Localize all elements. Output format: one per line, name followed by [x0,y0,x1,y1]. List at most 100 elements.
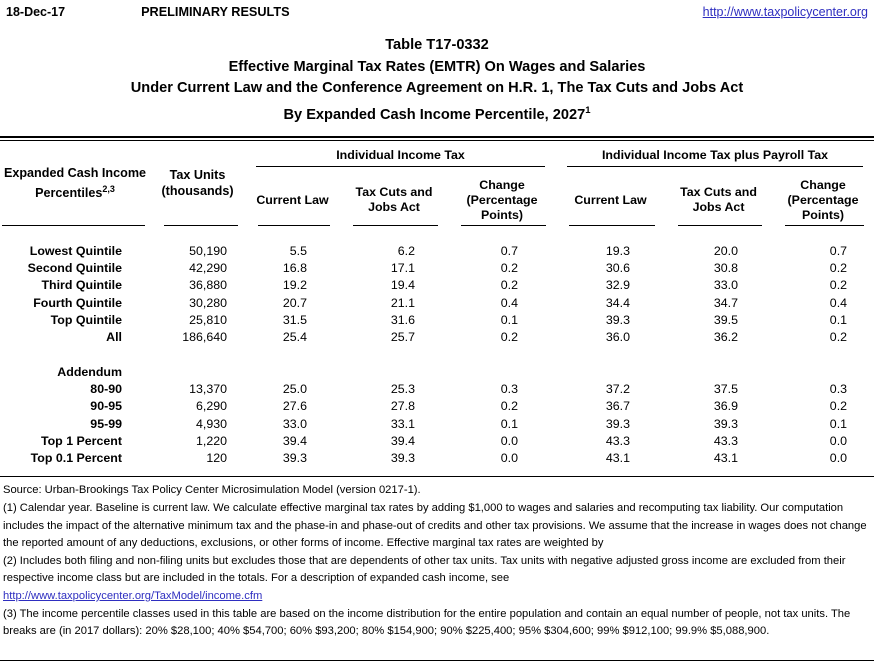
stub-header-line2: Percentiles2,3 [0,181,150,202]
top-bar: 18-Dec-17 PRELIMINARY RESULTS http://www… [0,0,874,19]
value-cell: 0.2 [829,399,848,414]
row-label: 90-95 [90,399,122,414]
value-cell: 20.7 [282,295,307,310]
value-cell: 33.0 [713,278,739,293]
value-cell: 0.2 [500,261,519,275]
table-row: Top 0.1 Percent 120 39.3 39.3 0.0 43.1 43.1 0.0 [0,450,874,467]
group-header-text: Individual Income Tax plus Payroll Tax [567,148,864,167]
value-cell [448,346,556,363]
column-header-percentiles: Expanded Cash Income Percentiles2,3 [0,141,150,226]
stub-header-text: Percentiles [35,186,103,201]
row-label: All [106,330,122,345]
footnote-ref-1: 1 [585,104,591,116]
title-block: Table T17-0332 Effective Marginal Tax Ra… [0,35,874,126]
value-cell [665,364,772,381]
value-cell: 16.8 [282,261,307,275]
column-header-text: Change [800,177,846,192]
value-cell: 32.9 [605,278,631,293]
column-header-text: Tax Cuts and [355,185,433,200]
column-header-text: (Percentage [787,192,859,207]
taxpolicycenter-home-link[interactable]: http://www.taxpolicycenter.org [702,5,868,19]
value-cell: 5.5 [289,243,307,258]
income-definition-link[interactable]: http://www.taxpolicycenter.org/TaxModel/… [3,589,263,602]
value-cell: 39.5 [713,312,739,327]
value-cell: 186,640 [182,330,227,345]
value-cell [556,364,665,381]
stub-header-underline [2,224,145,226]
value-cell: 0.4 [829,295,848,310]
value-cell: 39.3 [605,416,631,431]
value-cell: 33.0 [282,416,307,431]
table-number: Table T17-0332 [385,37,489,53]
value-cell: 39.4 [282,433,307,448]
value-cell: 25.3 [390,382,415,397]
value-cell: 0.2 [500,330,519,345]
units-header-line1: Tax Units [169,167,226,182]
value-cell: 34.7 [713,295,739,310]
column-header-payroll-tcja: Tax Cuts and Jobs Act [665,174,772,226]
value-cell: 30,280 [189,295,227,310]
value-cell: 21.1 [390,295,415,310]
value-cell: 19.4 [390,278,415,293]
value-cell: 39.3 [605,312,631,327]
value-cell: 13,370 [189,382,227,397]
value-cell: 36.2 [713,330,739,345]
value-cell: 0.3 [829,382,848,397]
value-cell: 50,190 [189,243,227,258]
value-cell: 0.0 [829,433,848,448]
value-cell: 39.3 [713,416,739,431]
column-header-underline [353,224,438,226]
table-top-rule [0,135,874,141]
units-header-line2: (thousands) [161,184,234,199]
value-cell: 6.2 [397,243,415,258]
value-cell: 0.4 [500,295,519,310]
value-cell: 0.2 [500,399,519,414]
value-cell: 36.0 [605,330,631,345]
value-cell: 4,930 [195,416,227,431]
value-cell: 43.1 [605,451,631,466]
column-header-row: Current Law Tax Cuts and Jobs Act [0,174,874,226]
row-label [0,346,150,363]
footnotes: Source: Urban-Brookings Tax Policy Cente… [0,477,874,640]
column-header-text: Tax Cuts and [680,185,757,200]
footnote-2: (2) Includes both filing and non-filing … [3,554,846,585]
column-header-text: Points) [802,207,845,222]
group-header-text: Individual Income Tax [256,148,546,167]
column-header-underline [461,224,547,226]
value-cell: 120 [206,451,227,466]
value-cell [340,346,448,363]
table-row: Third Quintile 36,880 19.2 19.4 0.2 32.9 33.0 0… [0,277,874,294]
column-header-text: Jobs Act [692,200,745,215]
footnote-1: (1) Calendar year. Baseline is current l… [3,502,867,550]
value-cell: 0.2 [829,330,848,345]
column-header-text: (Percentage [466,192,538,207]
column-header-underline [678,224,763,226]
value-cell: 27.8 [390,399,415,414]
column-header-iit-change: Change (Percentage Points) [448,174,556,226]
table-row: Top 1 Percent 1,220 39.4 39.4 0.0 43.3 43.3 0.0 [0,433,874,450]
value-cell: 31.5 [282,312,307,327]
table-row: Top Quintile 25,810 31.5 31.6 0.1 39.3 39.5 0.1 [0,312,874,329]
value-cell: 34.4 [605,295,631,310]
value-cell: 30.8 [713,261,739,275]
value-cell [448,364,556,381]
value-cell: 25,810 [189,312,227,327]
table-row: Fourth Quintile 30,280 20.7 21.1 0.4 34.4 34.7… [0,294,874,311]
value-cell: 33.1 [390,416,415,431]
column-header-text: Change [479,177,525,192]
value-cell: 0.7 [500,243,519,258]
value-cell: 0.0 [829,451,848,466]
row-label: Second Quintile [27,261,122,275]
value-cell: 0.3 [500,382,519,397]
value-cell [150,346,245,363]
table-row: 80-90 13,370 25.0 25.3 0.3 37.2 37.5 0.3 [0,381,874,398]
emtr-table: Expanded Cash Income Percentiles2,3 Tax … [0,141,874,468]
column-header-payroll-current-law: Current Law [556,174,665,226]
value-cell [245,346,340,363]
value-cell: 39.3 [390,451,415,466]
column-header-tax-units: Tax Units (thousands) [150,141,245,226]
footnote-2-link-line: http://www.taxpolicycenter.org/TaxModel/… [3,588,870,606]
table-row: Lowest Quintile 50,190 5.5 6.2 0.7 19.3 20.0 0.… [0,226,874,260]
value-cell: 30.6 [605,261,631,275]
